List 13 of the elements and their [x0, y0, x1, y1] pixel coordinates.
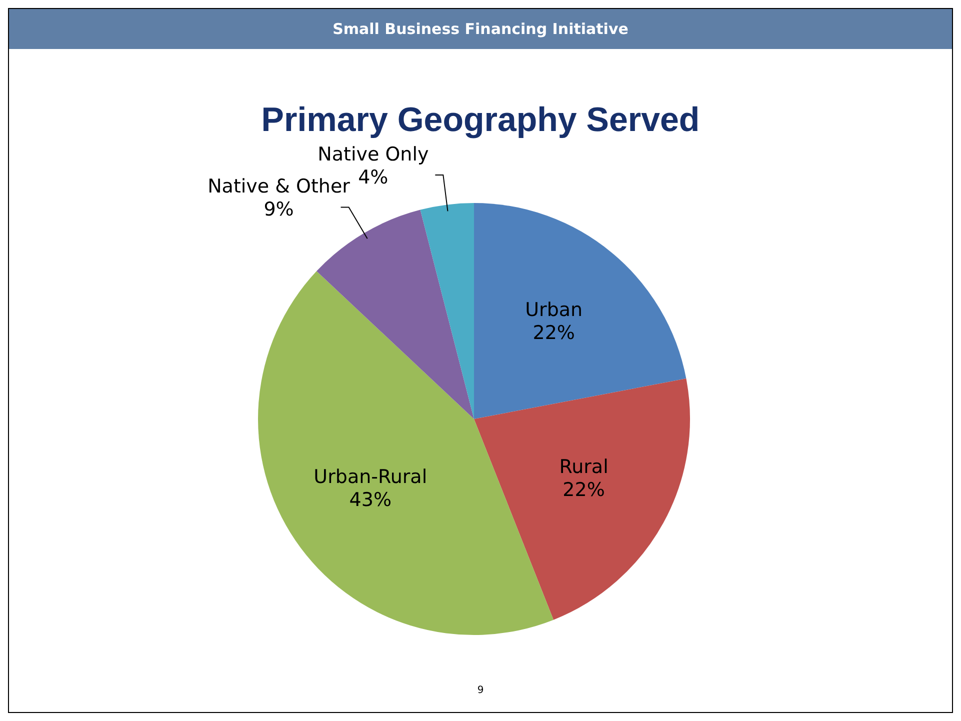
- slice-label: Urban-Rural: [314, 466, 428, 488]
- slice-label: Native & Other: [208, 176, 350, 198]
- slice-label: Urban: [525, 298, 583, 321]
- data-label: 43%: [349, 488, 392, 511]
- chart-subtitle: Small Business Financing Initiative: [9, 9, 952, 49]
- slice-label: Rural: [559, 456, 608, 478]
- data-label: 22%: [532, 322, 575, 344]
- chart-title: Primary Geography Served: [260, 101, 701, 140]
- data-label: 22%: [562, 478, 605, 501]
- data-label: 4%: [358, 166, 388, 188]
- data-label: 9%: [264, 198, 294, 221]
- text: 9: [476, 685, 485, 696]
- slice-label: Native Only: [318, 143, 429, 166]
